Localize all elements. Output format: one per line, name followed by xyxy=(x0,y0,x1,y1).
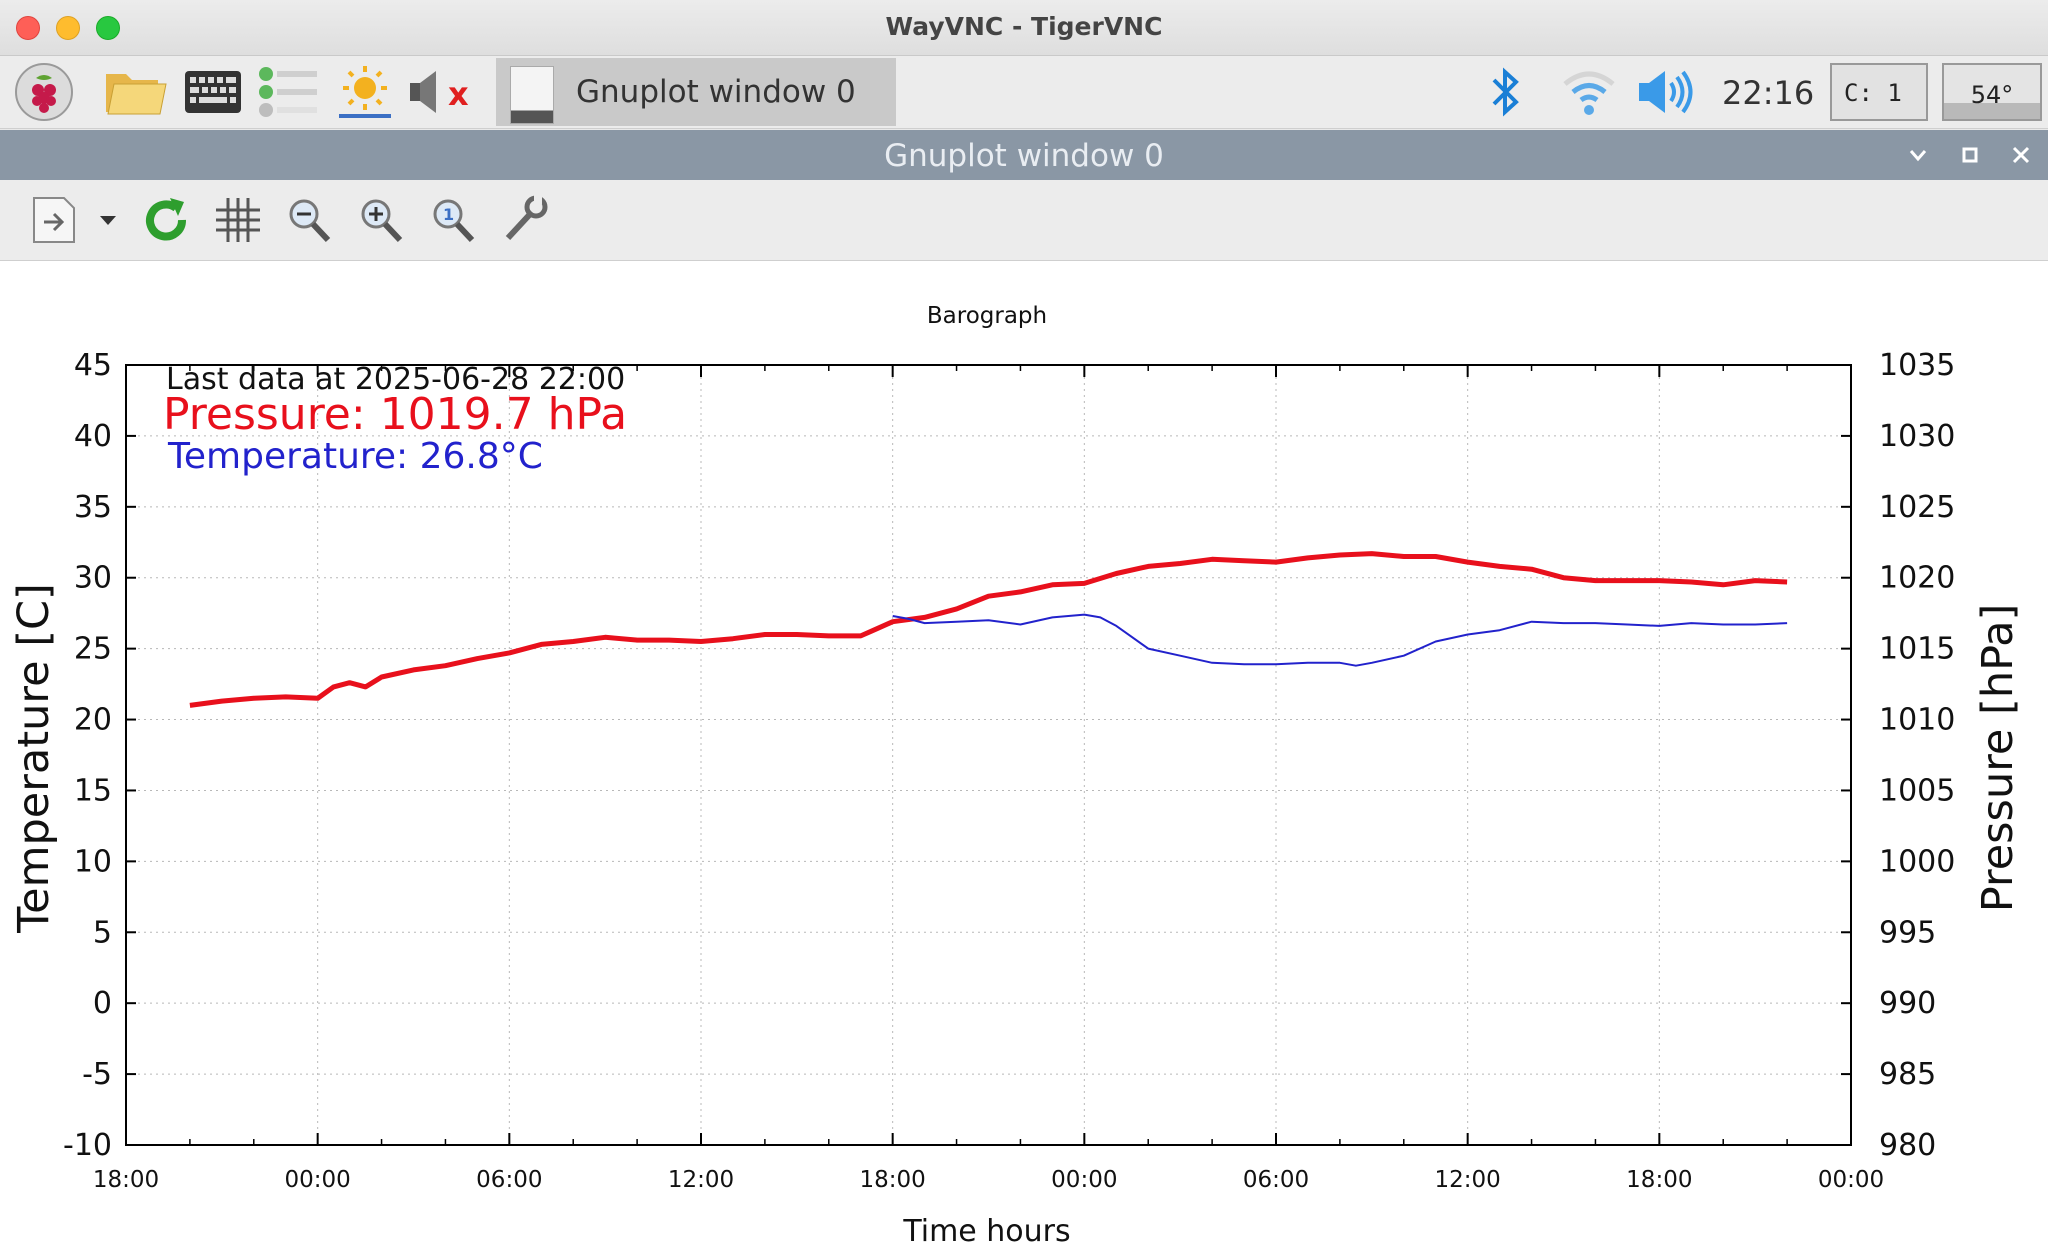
last-data-label: Last data at 2025-06-28 22:00 xyxy=(166,362,625,397)
chevron-down-icon[interactable] xyxy=(1903,140,1933,170)
wifi-icon[interactable] xyxy=(1560,64,1618,120)
x-tick-label: 18:00 xyxy=(860,1167,926,1193)
x-tick-label: 18:00 xyxy=(1626,1167,1692,1193)
dropdown-icon[interactable] xyxy=(94,192,124,248)
plot-frame xyxy=(125,364,1852,1146)
window-minimize-button[interactable] xyxy=(56,16,80,40)
gnuplot-toolbar: 1 xyxy=(0,180,2048,261)
y2-tick-label: 1020 xyxy=(1879,561,1955,596)
y-tick-labels: -10 -5 0 5 10 15 20 25 30 35 40 45 xyxy=(63,348,112,1163)
y2-tick-label: 1025 xyxy=(1879,490,1955,525)
volume-icon[interactable] xyxy=(1636,64,1698,120)
y-tick-label: 25 xyxy=(74,632,112,667)
y2-tick-label: 1000 xyxy=(1879,844,1955,879)
window-close-button[interactable] xyxy=(16,16,40,40)
keyboard-icon[interactable] xyxy=(182,64,244,120)
zoom-previous-icon[interactable] xyxy=(280,192,336,248)
axis-ticks xyxy=(125,364,1852,1146)
y-tick-label: 0 xyxy=(93,986,112,1021)
x-axis-label: Time hours xyxy=(902,1214,1070,1249)
y2-tick-label: 1035 xyxy=(1879,348,1955,383)
replot-icon[interactable] xyxy=(138,192,194,248)
svg-text:x: x xyxy=(448,75,469,113)
temperature-series-line xyxy=(892,613,1788,667)
y-tick-label: 10 xyxy=(74,844,112,879)
y2-tick-label: 995 xyxy=(1879,915,1936,950)
y-tick-label: -5 xyxy=(82,1057,112,1092)
y-tick-label: -10 xyxy=(63,1128,112,1163)
y-tick-label: 40 xyxy=(74,419,112,454)
x-tick-labels: 18:00 00:00 06:00 12:00 18:00 00:00 06:00 12:00… xyxy=(93,1167,1884,1193)
x-tick-label: 00:00 xyxy=(1818,1167,1884,1193)
taskbar-label: Gnuplot window 0 xyxy=(576,74,856,110)
y2-tick-label: 980 xyxy=(1879,1128,1936,1163)
gnuplot-titlebar: Gnuplot window 0 xyxy=(0,130,2048,180)
y2-axis-label: Pressure [hPa] xyxy=(1973,604,2023,912)
x-tick-label: 00:00 xyxy=(1051,1167,1117,1193)
bluetooth-icon[interactable] xyxy=(1484,64,1528,120)
pressure-series-line xyxy=(189,551,1788,708)
window-title: WayVNC - TigerVNC xyxy=(885,12,1163,41)
desktop-panel: x Gnuplot window 0 22:16 C: 1 54° xyxy=(0,56,2048,129)
y2-tick-labels: 980 985 990 995 1000 1005 1010 1015 1020 1025 1030… xyxy=(1879,348,1955,1163)
y-tick-label: 20 xyxy=(74,703,112,738)
y-tick-label: 45 xyxy=(74,348,112,383)
tasks-icon[interactable] xyxy=(256,64,322,120)
y2-tick-label: 1030 xyxy=(1879,419,1955,454)
y2-tick-label: 990 xyxy=(1879,986,1936,1021)
plot-area[interactable]: -10 -5 0 5 10 15 20 25 30 35 40 45 980 985 990 995 1000… xyxy=(0,261,2048,1256)
autoscale-icon[interactable]: 1 xyxy=(424,192,480,248)
series xyxy=(189,551,1788,708)
window-zoom-button[interactable] xyxy=(96,16,120,40)
zoom-next-icon[interactable] xyxy=(352,192,408,248)
y-axis-label: Temperature [C] xyxy=(9,583,59,934)
x-tick-label: 12:00 xyxy=(1435,1167,1501,1193)
temperature-readout: Temperature: 26.8°C xyxy=(167,436,543,477)
grid xyxy=(125,364,1852,1146)
x-tick-label: 06:00 xyxy=(1243,1167,1309,1193)
gnuplot-window-title: Gnuplot window 0 xyxy=(884,138,1164,174)
export-icon[interactable] xyxy=(26,192,82,248)
x-tick-label: 12:00 xyxy=(668,1167,734,1193)
folder-icon[interactable] xyxy=(104,64,170,120)
y-tick-label: 30 xyxy=(74,561,112,596)
cpu-monitor[interactable]: C: 1 xyxy=(1830,63,1928,121)
y2-tick-label: 1005 xyxy=(1879,773,1955,808)
clock[interactable]: 22:16 xyxy=(1722,74,1815,112)
grid-icon[interactable] xyxy=(210,192,266,248)
x-tick-label: 00:00 xyxy=(285,1167,351,1193)
mute-icon[interactable]: x xyxy=(408,64,474,120)
close-icon[interactable] xyxy=(2006,140,2036,170)
y-tick-label: 5 xyxy=(93,915,112,950)
y2-tick-label: 985 xyxy=(1879,1057,1936,1092)
taskbar-gnuplot-button[interactable]: Gnuplot window 0 xyxy=(496,58,896,126)
settings-icon[interactable] xyxy=(496,192,552,248)
mac-titlebar: WayVNC - TigerVNC xyxy=(0,0,2048,56)
x-tick-label: 18:00 xyxy=(93,1167,159,1193)
pressure-readout: Pressure: 1019.7 hPa xyxy=(163,389,627,440)
svg-text:1: 1 xyxy=(443,205,454,224)
window-icon xyxy=(510,66,554,124)
x-tick-label: 06:00 xyxy=(476,1167,542,1193)
raspberry-icon[interactable] xyxy=(12,63,76,121)
y-tick-label: 15 xyxy=(74,773,112,808)
brightness-icon[interactable] xyxy=(334,64,396,120)
maximize-icon[interactable] xyxy=(1955,140,1985,170)
y-tick-label: 35 xyxy=(74,490,112,525)
temperature-monitor[interactable]: 54° xyxy=(1942,63,2042,121)
y2-tick-label: 1015 xyxy=(1879,632,1955,667)
y2-tick-label: 1010 xyxy=(1879,703,1955,738)
chart-title: Barograph xyxy=(927,303,1047,329)
